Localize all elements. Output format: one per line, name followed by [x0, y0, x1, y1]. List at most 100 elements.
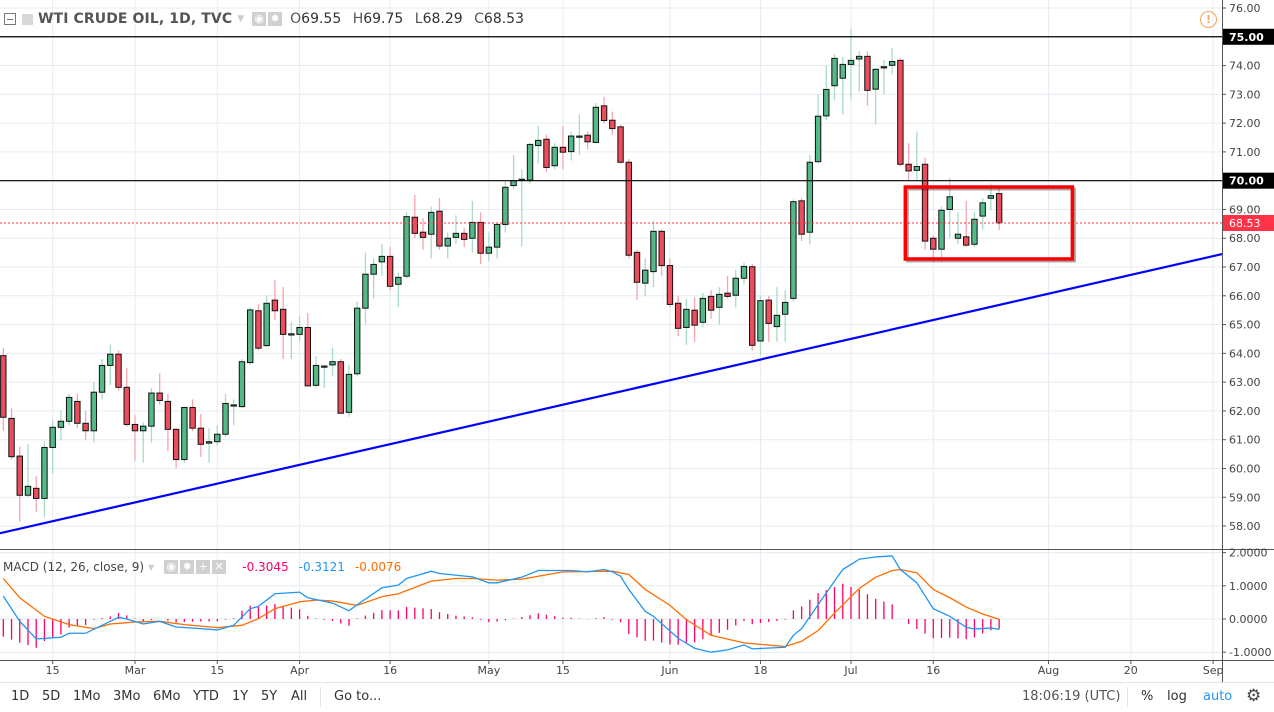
eye-icon[interactable]: ◉	[252, 12, 267, 26]
candle	[617, 124, 624, 164]
candle	[107, 344, 114, 386]
low-value: 68.29	[422, 11, 463, 27]
candle-body	[74, 400, 81, 424]
candle	[49, 420, 56, 474]
time-tick-label: Aug	[1038, 664, 1059, 677]
price-tick-label: 63.00	[1229, 376, 1261, 389]
candle	[247, 307, 254, 365]
candle	[197, 413, 205, 457]
candle-body	[576, 135, 583, 138]
candle-body	[609, 119, 616, 130]
candle-body	[930, 237, 937, 250]
range-all-button[interactable]: All	[291, 689, 308, 704]
close-icon[interactable]: ✕	[212, 560, 227, 574]
price-axis-background	[1222, 0, 1274, 682]
macd-line	[2, 555, 1000, 653]
candle	[888, 48, 896, 75]
candle	[156, 373, 163, 406]
candle-body	[370, 263, 377, 275]
candle-body	[214, 433, 221, 443]
chevron-down-icon[interactable]: ▼	[148, 562, 155, 572]
goto-button[interactable]: Go to...	[334, 689, 382, 704]
level-price-label-bg	[1223, 28, 1274, 45]
open-label: O	[290, 11, 302, 27]
candle-body	[559, 146, 567, 153]
candle-body	[82, 422, 89, 432]
candle-body	[288, 333, 295, 336]
percent-toggle[interactable]: %	[1141, 689, 1154, 704]
eye-icon[interactable]: ◉	[164, 560, 179, 574]
candle	[131, 414, 139, 461]
candle-body	[378, 255, 386, 263]
minus-square-icon[interactable]	[4, 13, 16, 25]
candle	[724, 275, 731, 299]
range-6mo-button[interactable]: 6Mo	[153, 689, 181, 704]
range-5y-button[interactable]: 5Y	[261, 689, 278, 704]
candle-body	[493, 223, 501, 248]
candle	[172, 428, 180, 469]
time-tick-label: Sep	[1203, 664, 1224, 677]
horizontal-levels[interactable]	[0, 36, 1222, 224]
candle-body	[979, 202, 986, 217]
candle	[16, 446, 23, 522]
range-1y-button[interactable]: 1Y	[232, 689, 249, 704]
candle	[683, 298, 690, 345]
time-tick-label: 15	[210, 664, 224, 677]
price-tick-label: 74.00	[1229, 60, 1261, 73]
time-tick-label: Mar	[125, 664, 146, 677]
candle	[905, 143, 912, 181]
chevron-down-icon[interactable]: ▼	[237, 14, 245, 24]
candle-body	[995, 193, 1003, 224]
candle-body	[477, 221, 484, 254]
gear-icon[interactable]: ✹	[180, 560, 195, 574]
candle	[386, 246, 394, 291]
candle	[502, 180, 509, 233]
price-tick-label: 60.00	[1229, 462, 1261, 475]
candle-body	[781, 301, 789, 315]
exclamation-circle-icon[interactable]: !	[1200, 11, 1217, 28]
high-value: 69.75	[363, 11, 404, 27]
candle-body	[666, 265, 674, 305]
candle	[526, 143, 534, 184]
candle	[963, 200, 970, 247]
candle-body	[148, 392, 155, 427]
candle-body	[452, 232, 460, 238]
candle	[214, 425, 221, 446]
candle-body	[683, 308, 690, 328]
candle	[403, 212, 410, 279]
price-tick-label: 61.00	[1229, 434, 1261, 447]
auto-toggle[interactable]: auto	[1203, 689, 1233, 704]
candle-body	[716, 293, 723, 308]
trendline[interactable]	[0, 252, 1223, 535]
highlight-box[interactable]	[903, 185, 1075, 261]
candle	[880, 59, 888, 95]
candle	[493, 223, 501, 259]
candle	[181, 406, 188, 463]
range-5d-button[interactable]: 5D	[42, 689, 61, 704]
macd-signal-line	[2, 568, 1000, 648]
gear-icon[interactable]: ⚙	[1246, 686, 1262, 706]
candle-body	[625, 161, 632, 256]
candle-body	[946, 196, 953, 210]
range-1d-button[interactable]: 1D	[11, 689, 30, 704]
drawings[interactable]	[0, 185, 1223, 535]
range-3mo-button[interactable]: 3Mo	[113, 689, 141, 704]
macd-value: -0.3121	[298, 560, 345, 574]
macd-pane	[2, 555, 1000, 653]
candles	[0, 29, 1003, 522]
macd-title[interactable]: MACD (12, 26, close, 9)	[3, 560, 145, 574]
log-toggle[interactable]: log	[1167, 689, 1187, 704]
symbol-title[interactable]: WTI CRUDE OIL, 1D, TVC	[38, 11, 233, 27]
chart-canvas[interactable]: 58.00 59.00 60.00 61.00 62.00 63.00 64.00 65.00…	[0, 0, 1274, 682]
gear-icon[interactable]: ✹	[268, 12, 283, 26]
range-ytd-button[interactable]: YTD	[193, 689, 219, 704]
range-1mo-button[interactable]: 1Mo	[73, 689, 101, 704]
candle	[444, 232, 451, 259]
candle	[296, 315, 303, 342]
candle-body	[271, 299, 279, 312]
candle-body	[230, 404, 237, 407]
candle-body	[847, 59, 855, 65]
plus-icon[interactable]: +	[196, 560, 211, 574]
candle-body	[938, 209, 945, 250]
candle	[8, 408, 15, 460]
